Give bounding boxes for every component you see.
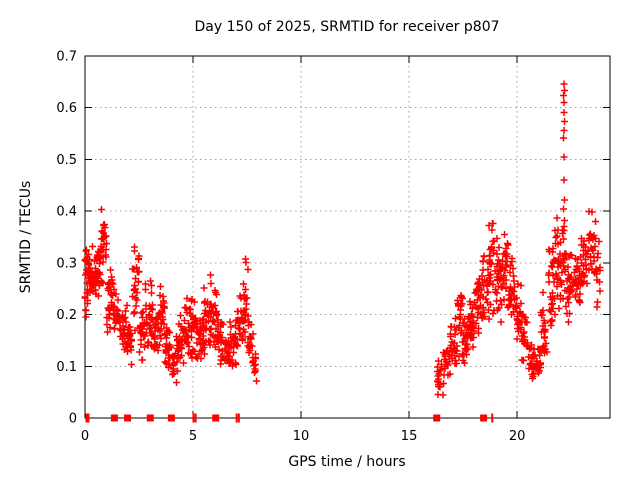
y-tick-label: 0.5: [56, 153, 77, 168]
data-point-markers: [81, 80, 604, 399]
x-tick-label: 5: [189, 429, 197, 444]
scatter-points: [81, 80, 604, 423]
baseline-tick-marker: [194, 413, 197, 423]
x-tick-label: 15: [401, 429, 418, 444]
y-tick-label: 0: [69, 412, 77, 427]
grid-lines: [85, 56, 610, 418]
baseline-square-marker: [480, 414, 488, 422]
x-tick-label: 0: [81, 429, 89, 444]
baseline-square-marker: [124, 414, 132, 422]
baseline-tick-marker: [87, 413, 90, 423]
y-tick-label: 0.2: [56, 308, 77, 323]
baseline-square-marker: [212, 414, 220, 422]
baseline-tick-marker: [192, 413, 195, 423]
baseline-tick-marker: [237, 413, 240, 423]
y-tick-label: 0.3: [56, 256, 77, 271]
baseline-tick-marker: [235, 413, 238, 423]
baseline-square-marker: [433, 414, 441, 422]
plot-border-rect: [84, 55, 611, 419]
chart-title: Day 150 of 2025, SRMTID for receiver p80…: [194, 19, 499, 35]
x-tick-label: 10: [293, 429, 310, 444]
y-tick-label: 0.6: [56, 101, 77, 116]
baseline-square-marker: [167, 414, 175, 422]
y-tick-label: 0.1: [56, 360, 77, 375]
tick-labels: 0 5 10 15 20 0 0.1 0.2 0.3 0.4 0.5 0.6 0.7: [56, 50, 525, 445]
y-axis-label: SRMTID / TECUs: [18, 181, 34, 294]
x-axis-label: GPS time / hours: [288, 454, 405, 470]
baseline-tick-marker: [85, 413, 88, 423]
x-tick-label: 20: [509, 429, 526, 444]
baseline-square-marker: [110, 414, 118, 422]
baseline-square-marker: [146, 414, 154, 422]
y-tick-label: 0.4: [56, 205, 77, 220]
baseline-tick-marker: [491, 413, 494, 423]
y-tick-label: 0.7: [56, 50, 77, 65]
plot-border: [84, 55, 611, 419]
